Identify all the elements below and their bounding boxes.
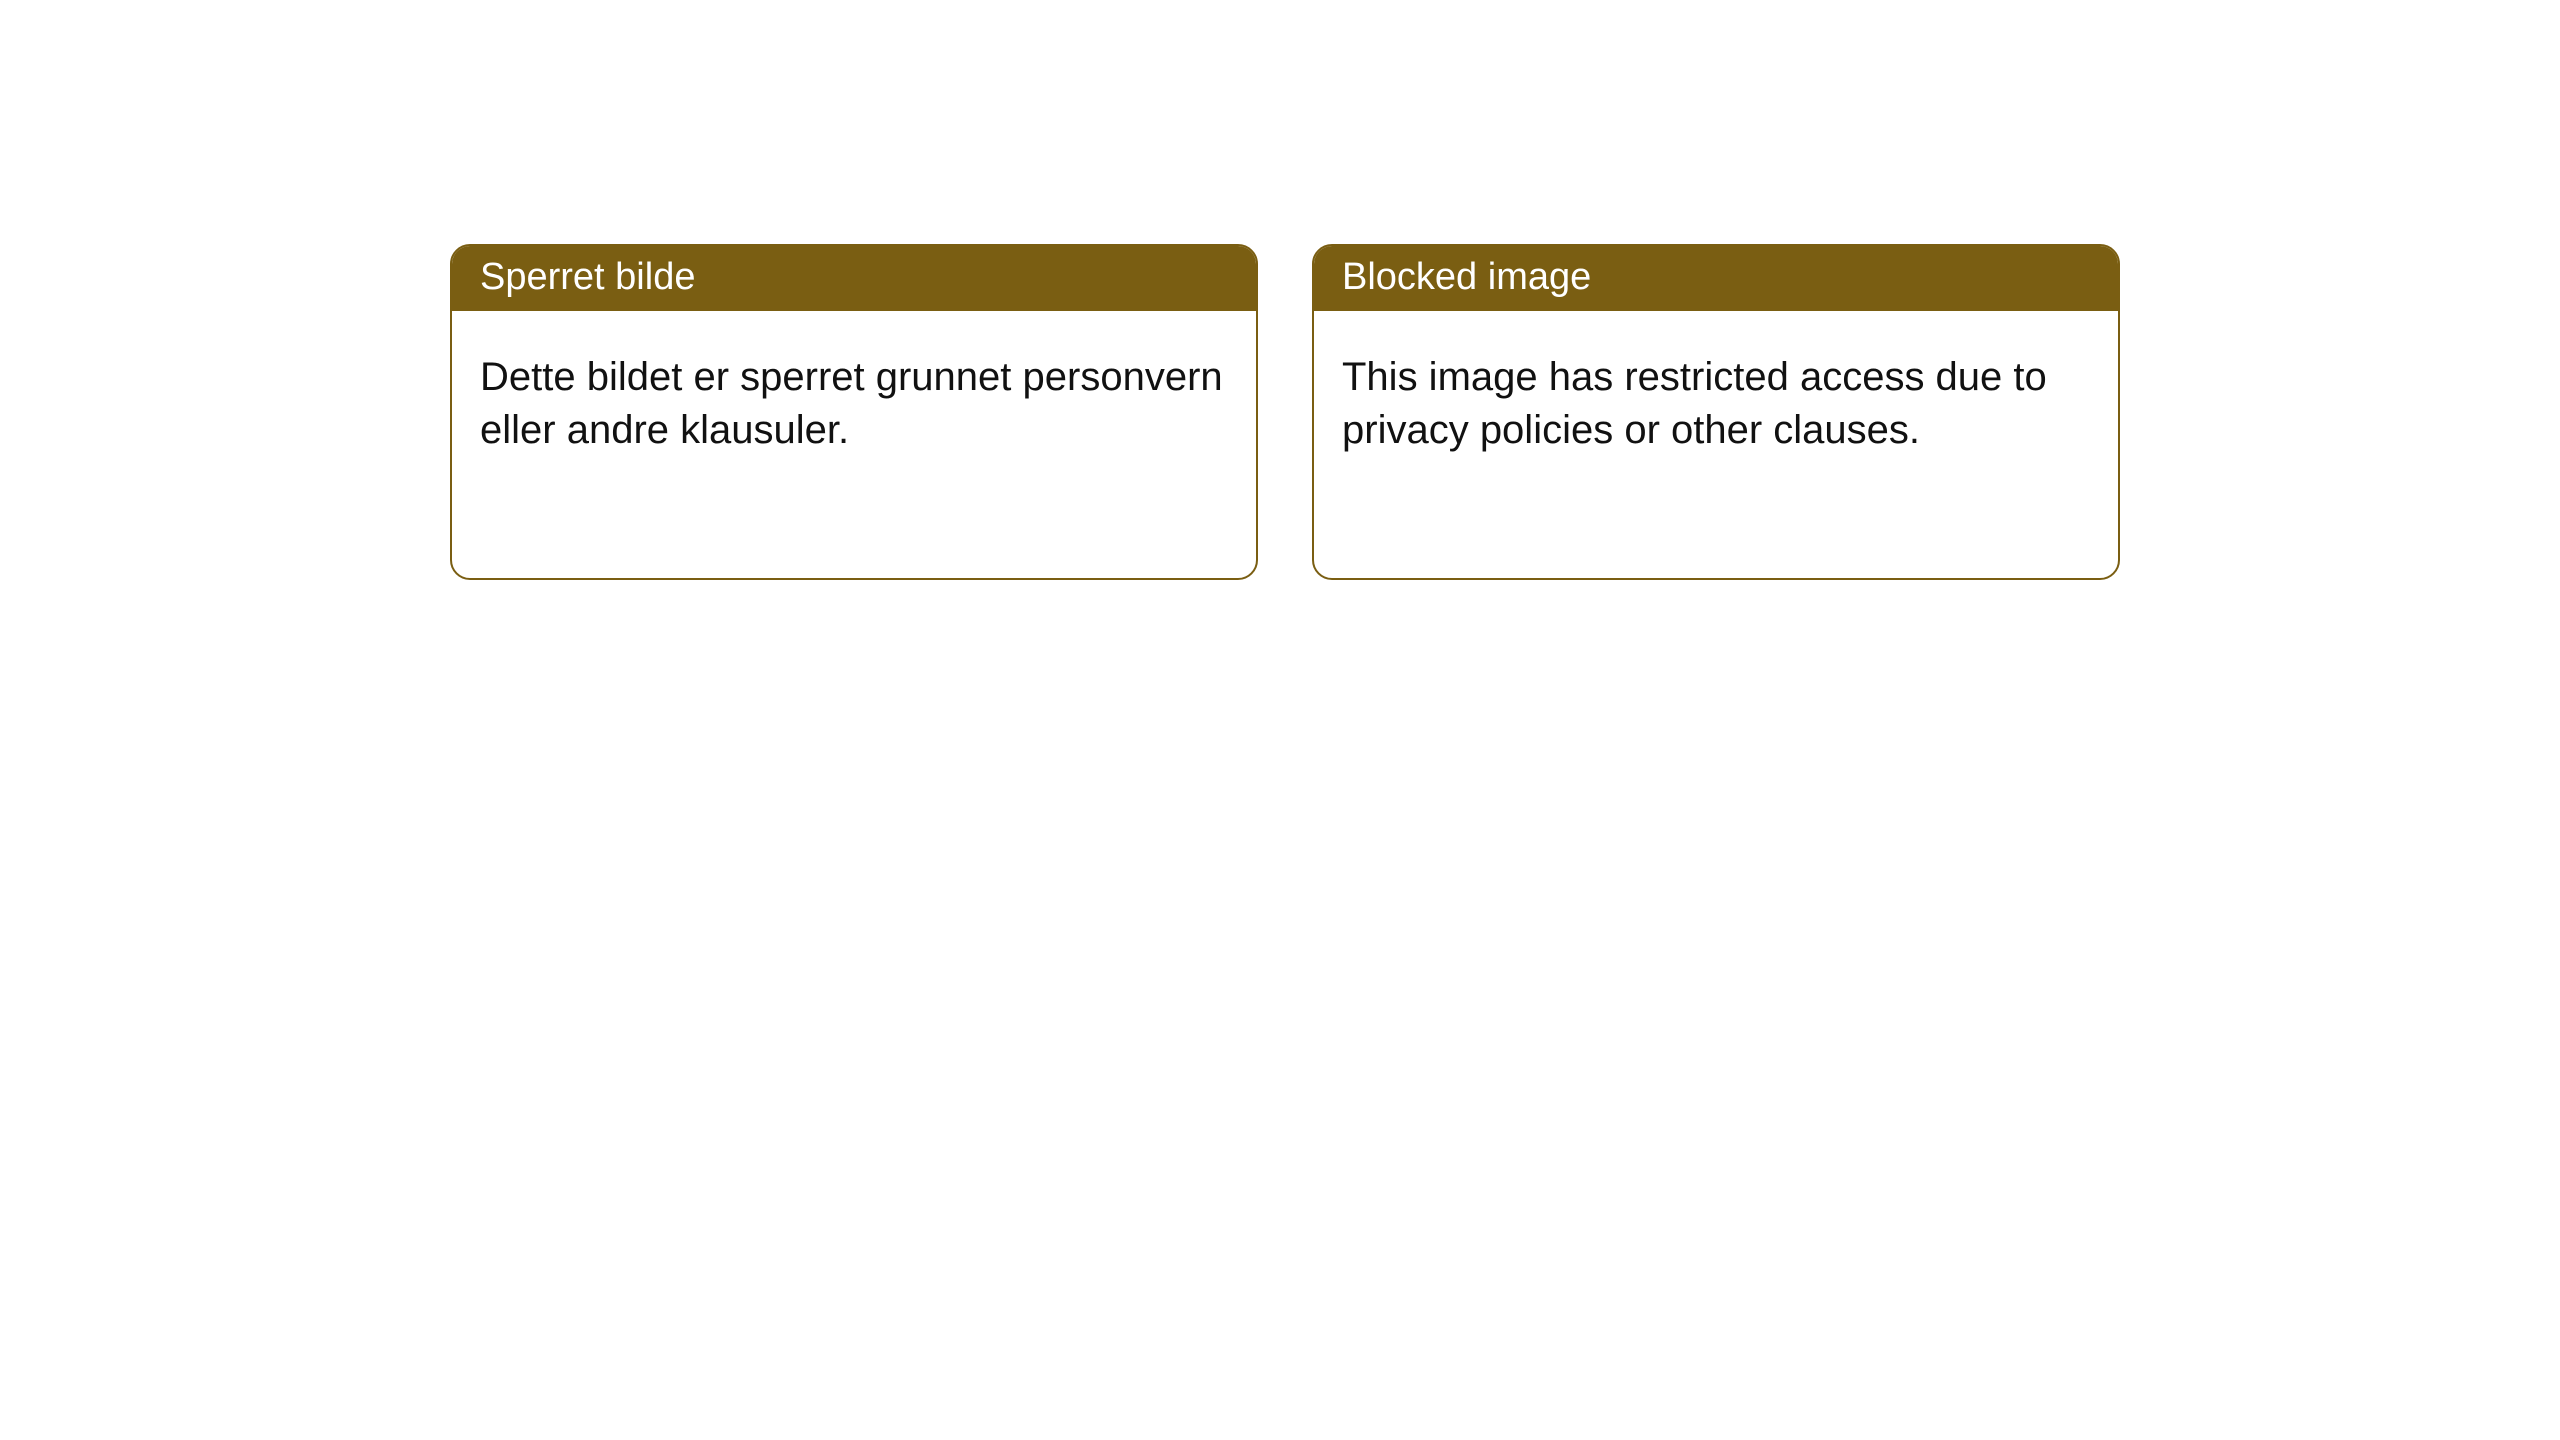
- card-header: Sperret bilde: [452, 246, 1256, 311]
- card-body: This image has restricted access due to …: [1314, 311, 2118, 485]
- notice-card-english: Blocked image This image has restricted …: [1312, 244, 2120, 580]
- card-header: Blocked image: [1314, 246, 2118, 311]
- card-title: Blocked image: [1342, 256, 1591, 298]
- card-body: Dette bildet er sperret grunnet personve…: [452, 311, 1256, 485]
- notice-card-norwegian: Sperret bilde Dette bildet er sperret gr…: [450, 244, 1258, 580]
- card-message: This image has restricted access due to …: [1342, 355, 2047, 452]
- card-title: Sperret bilde: [480, 256, 695, 298]
- notice-container: Sperret bilde Dette bildet er sperret gr…: [0, 0, 2560, 580]
- card-message: Dette bildet er sperret grunnet personve…: [480, 355, 1223, 452]
